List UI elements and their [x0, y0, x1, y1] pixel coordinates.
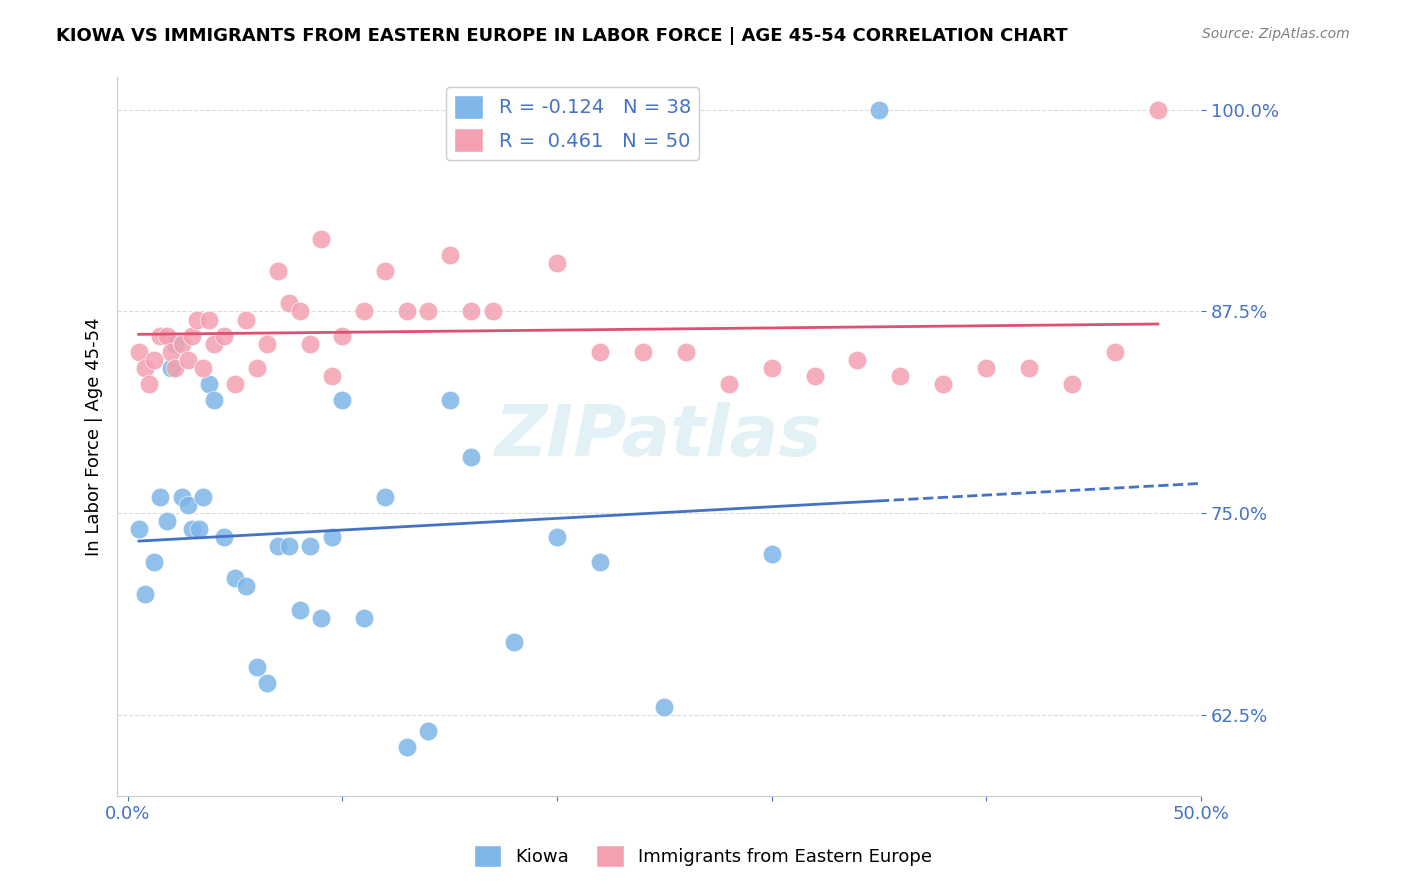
- Point: [214, 531, 236, 545]
- Point: [246, 361, 269, 376]
- Point: [546, 531, 568, 545]
- Point: [170, 490, 193, 504]
- Point: [717, 377, 740, 392]
- Point: [395, 740, 418, 755]
- Point: [374, 490, 396, 504]
- Point: [235, 312, 257, 326]
- Point: [439, 393, 461, 408]
- Point: [1018, 361, 1040, 376]
- Point: [932, 377, 955, 392]
- Point: [170, 336, 193, 351]
- Point: [142, 555, 165, 569]
- Point: [374, 264, 396, 278]
- Point: [332, 393, 354, 408]
- Point: [974, 361, 997, 376]
- Point: [803, 369, 825, 384]
- Point: [134, 361, 156, 376]
- Point: [546, 256, 568, 270]
- Point: [165, 361, 187, 376]
- Point: [299, 336, 322, 351]
- Point: [309, 232, 332, 246]
- Point: [439, 248, 461, 262]
- Point: [198, 377, 221, 392]
- Text: KIOWA VS IMMIGRANTS FROM EASTERN EUROPE IN LABOR FORCE | AGE 45-54 CORRELATION C: KIOWA VS IMMIGRANTS FROM EASTERN EUROPE …: [56, 27, 1069, 45]
- Point: [277, 539, 299, 553]
- Point: [160, 361, 183, 376]
- Point: [654, 700, 676, 714]
- Point: [309, 611, 332, 625]
- Point: [149, 490, 172, 504]
- Point: [256, 675, 278, 690]
- Point: [256, 336, 278, 351]
- Point: [631, 344, 654, 359]
- Point: [149, 328, 172, 343]
- Text: ZIPatlas: ZIPatlas: [495, 402, 823, 471]
- Point: [177, 353, 200, 368]
- Point: [128, 344, 150, 359]
- Point: [214, 328, 236, 343]
- Point: [761, 361, 783, 376]
- Point: [321, 531, 343, 545]
- Point: [589, 344, 612, 359]
- Point: [353, 304, 375, 318]
- Point: [177, 498, 200, 512]
- Point: [187, 523, 209, 537]
- Point: [165, 336, 187, 351]
- Point: [460, 450, 482, 464]
- Point: [321, 369, 343, 384]
- Point: [235, 579, 257, 593]
- Point: [889, 369, 911, 384]
- Point: [181, 328, 204, 343]
- Point: [138, 377, 160, 392]
- Point: [418, 724, 440, 739]
- Point: [267, 264, 290, 278]
- Legend: R = -0.124   N = 38, R =  0.461   N = 50: R = -0.124 N = 38, R = 0.461 N = 50: [446, 87, 699, 160]
- Point: [481, 304, 503, 318]
- Point: [395, 304, 418, 318]
- Point: [224, 377, 246, 392]
- Point: [128, 523, 150, 537]
- Point: [1060, 377, 1083, 392]
- Point: [155, 328, 177, 343]
- Point: [460, 304, 482, 318]
- Point: [186, 312, 208, 326]
- Point: [155, 514, 177, 528]
- Point: [191, 361, 214, 376]
- Point: [761, 547, 783, 561]
- Point: [202, 336, 225, 351]
- Point: [589, 555, 612, 569]
- Point: [224, 571, 246, 585]
- Point: [191, 490, 214, 504]
- Point: [134, 587, 156, 601]
- Point: [299, 539, 322, 553]
- Y-axis label: In Labor Force | Age 45-54: In Labor Force | Age 45-54: [86, 318, 103, 556]
- Point: [142, 353, 165, 368]
- Point: [868, 103, 890, 117]
- Point: [277, 296, 299, 310]
- Point: [418, 304, 440, 318]
- Point: [1104, 344, 1126, 359]
- Point: [353, 611, 375, 625]
- Point: [246, 659, 269, 673]
- Legend: Kiowa, Immigrants from Eastern Europe: Kiowa, Immigrants from Eastern Europe: [467, 838, 939, 874]
- Point: [288, 603, 311, 617]
- Point: [503, 635, 526, 649]
- Point: [160, 344, 183, 359]
- Point: [675, 344, 697, 359]
- Point: [503, 143, 526, 157]
- Text: Source: ZipAtlas.com: Source: ZipAtlas.com: [1202, 27, 1350, 41]
- Point: [846, 353, 869, 368]
- Point: [288, 304, 311, 318]
- Point: [332, 328, 354, 343]
- Point: [267, 539, 290, 553]
- Point: [202, 393, 225, 408]
- Point: [1147, 103, 1170, 117]
- Point: [198, 312, 221, 326]
- Point: [181, 523, 204, 537]
